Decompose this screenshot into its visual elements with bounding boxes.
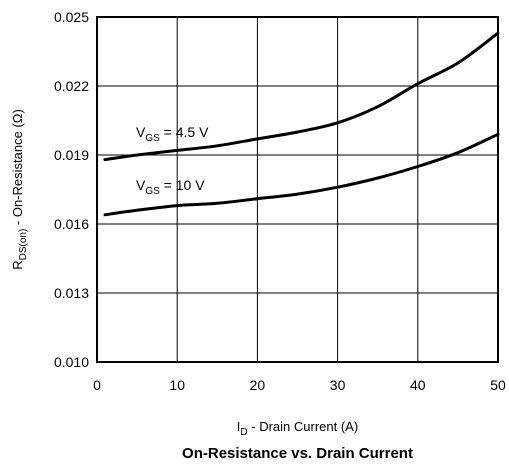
x-axis-label: ID - Drain Current (A)	[237, 419, 358, 438]
series-layer	[103, 31, 500, 217]
series-label-vgs-10v: VGS = 10 V	[136, 177, 205, 197]
x-tick-label: 20	[250, 377, 266, 393]
grid-layer	[97, 17, 498, 362]
series-line-0	[103, 31, 500, 162]
y-tick-label: 0.025	[54, 9, 89, 25]
x-tick-label: 50	[490, 377, 506, 393]
tick-label-layer: 0 10 20 30 40 50 0.010 0.013 0.016 0.019 0.022 0.02…	[54, 9, 506, 393]
x-tick-label: 30	[330, 377, 346, 393]
series-line-1	[103, 132, 500, 217]
y-tick-label: 0.013	[54, 285, 89, 301]
chart-title: On-Resistance vs. Drain Current	[182, 445, 413, 462]
y-tick-label: 0.016	[54, 216, 89, 232]
x-tick-label: 0	[93, 377, 101, 393]
y-tick-label: 0.022	[54, 78, 89, 94]
plot-frame	[96, 16, 499, 363]
y-axis-label: RDS(on) - On-Resistance (Ω)	[10, 109, 29, 270]
y-tick-label: 0.019	[54, 147, 89, 163]
x-tick-label: 10	[169, 377, 185, 393]
x-tick-label: 40	[410, 377, 426, 393]
y-tick-label: 0.010	[54, 354, 89, 370]
series-label-vgs-4-5v: VGS = 4.5 V	[136, 124, 209, 144]
